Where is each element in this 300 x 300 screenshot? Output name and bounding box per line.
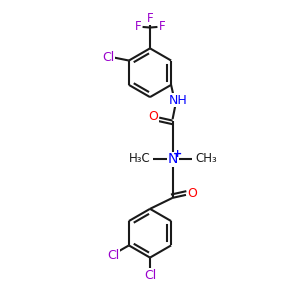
Text: F: F	[159, 20, 165, 33]
Text: N: N	[168, 152, 178, 166]
Text: CH₃: CH₃	[195, 152, 217, 165]
Text: H₃C: H₃C	[129, 152, 150, 165]
Text: O: O	[148, 110, 158, 123]
Text: Cl: Cl	[107, 249, 119, 262]
Text: Cl: Cl	[102, 51, 114, 64]
Text: Cl: Cl	[144, 269, 156, 282]
Text: O: O	[188, 188, 197, 200]
Text: F: F	[147, 11, 153, 25]
Text: NH: NH	[169, 94, 187, 106]
Text: +: +	[173, 149, 183, 160]
Text: F: F	[135, 20, 141, 33]
